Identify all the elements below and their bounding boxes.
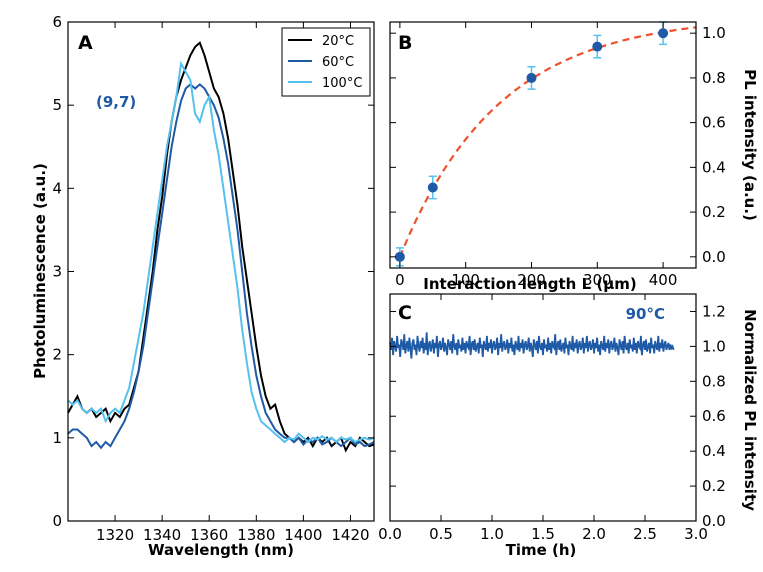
panel-b-xlabel: Interaction length L (µm) <box>423 275 637 293</box>
panel-a-annotation: (9,7) <box>96 93 136 111</box>
panel-b-points <box>394 21 669 267</box>
x-tick-label: 3.0 <box>684 525 708 543</box>
y-tick-label: 4 <box>52 179 62 197</box>
y-tick-label: 0.4 <box>702 442 726 460</box>
series-line-100c <box>67 60 375 444</box>
y-tick-label: 0.0 <box>702 512 726 530</box>
data-point <box>592 41 603 52</box>
data-point <box>394 251 405 262</box>
x-tick-label: 1340 <box>143 526 181 544</box>
series-line-90c <box>389 332 675 359</box>
panel-c-ylabel: Normalized PL intensity <box>741 309 759 511</box>
y-tick-label: 3 <box>52 263 62 281</box>
panel-a-legend: 20°C 60°C 100°C <box>281 27 371 97</box>
panel-c-series-line <box>389 332 675 359</box>
legend-label-20c: 20°C <box>322 34 354 49</box>
x-tick-label: 1420 <box>331 526 369 544</box>
y-tick-label: 0.6 <box>702 407 726 425</box>
panel-b-frame <box>389 21 697 269</box>
panel-b-fit-curve <box>398 26 697 258</box>
x-tick-label: 400 <box>649 271 678 289</box>
panel-c-frame <box>389 293 697 522</box>
panel-b-letter: B <box>398 32 412 54</box>
panel-c-annotation: 90°C <box>626 305 665 323</box>
x-tick-label: 100 <box>451 271 480 289</box>
panel-b-ticks: 0 100 200 300 400 0.0 0.2 0.4 0.6 0.8 1.0 <box>390 22 726 289</box>
y-tick-label: 0.0 <box>702 248 726 266</box>
y-tick-label: 1 <box>52 429 62 447</box>
y-tick-label: 5 <box>52 96 62 114</box>
x-tick-label: 1.0 <box>480 525 504 543</box>
panel-a-series-lines <box>67 41 375 453</box>
x-tick-label: 0 <box>395 271 405 289</box>
y-tick-label: 0.2 <box>702 477 726 495</box>
x-tick-label: 1400 <box>284 526 322 544</box>
y-tick-label: 0.8 <box>702 69 726 87</box>
x-tick-label: 2.0 <box>582 525 606 543</box>
data-point <box>658 28 669 39</box>
x-tick-label: 0.0 <box>378 525 402 543</box>
x-tick-label: 0.5 <box>429 525 453 543</box>
panel-a-letter: A <box>78 32 93 54</box>
legend-label-100c: 100°C <box>322 76 362 91</box>
x-tick-label: 2.5 <box>633 525 657 543</box>
x-tick-label: 1320 <box>96 526 134 544</box>
panel-c: 0.0 0.5 1.0 1.5 2.0 2.5 3.00.00.20.40.60.81.01… <box>378 293 759 559</box>
x-tick-label: 1380 <box>237 526 275 544</box>
y-tick-label: 0.6 <box>702 114 726 132</box>
y-tick-label: 0.8 <box>702 372 726 390</box>
series-line-20c <box>67 41 375 453</box>
panel-c-letter: C <box>398 302 412 324</box>
panel-b: 0 100 200 300 400 0.0 0.2 0.4 0.6 0.8 1.0 B Intera… <box>389 21 759 293</box>
y-tick-label: 1.0 <box>702 24 726 42</box>
y-tick-label: 1.2 <box>702 302 726 320</box>
panel-a-xlabel: Wavelength (nm) <box>148 541 294 559</box>
x-tick-label: 1.5 <box>531 525 555 543</box>
data-point <box>526 72 537 83</box>
panel-a-ticks: 1320 1340 1360 1380 1400 1420 0 1 2 3 4 5 6 <box>52 13 374 544</box>
panel-b-ylabel: PL intensity (a.u.) <box>741 69 759 221</box>
y-tick-label: 2 <box>52 346 62 364</box>
legend-label-60c: 60°C <box>322 55 354 70</box>
series-line-60c <box>67 83 375 450</box>
fit-curve <box>398 26 697 258</box>
panel-c-xlabel: Time (h) <box>506 541 577 559</box>
y-tick-label: 1.0 <box>702 337 726 355</box>
y-tick-label: 0.4 <box>702 158 726 176</box>
y-tick-label: 6 <box>52 13 62 31</box>
x-tick-label: 200 <box>517 271 546 289</box>
y-tick-label: 0.2 <box>702 203 726 221</box>
panel-c-ticks: 0.0 0.5 1.0 1.5 2.0 2.5 3.00.00.20.40.60.81.01… <box>378 294 726 543</box>
y-tick-label: 0 <box>52 512 62 530</box>
x-tick-label: 1360 <box>190 526 228 544</box>
panel-a-ylabel: Photoluminescence (a.u.) <box>31 163 49 379</box>
x-tick-label: 300 <box>583 271 612 289</box>
data-point <box>427 182 438 193</box>
